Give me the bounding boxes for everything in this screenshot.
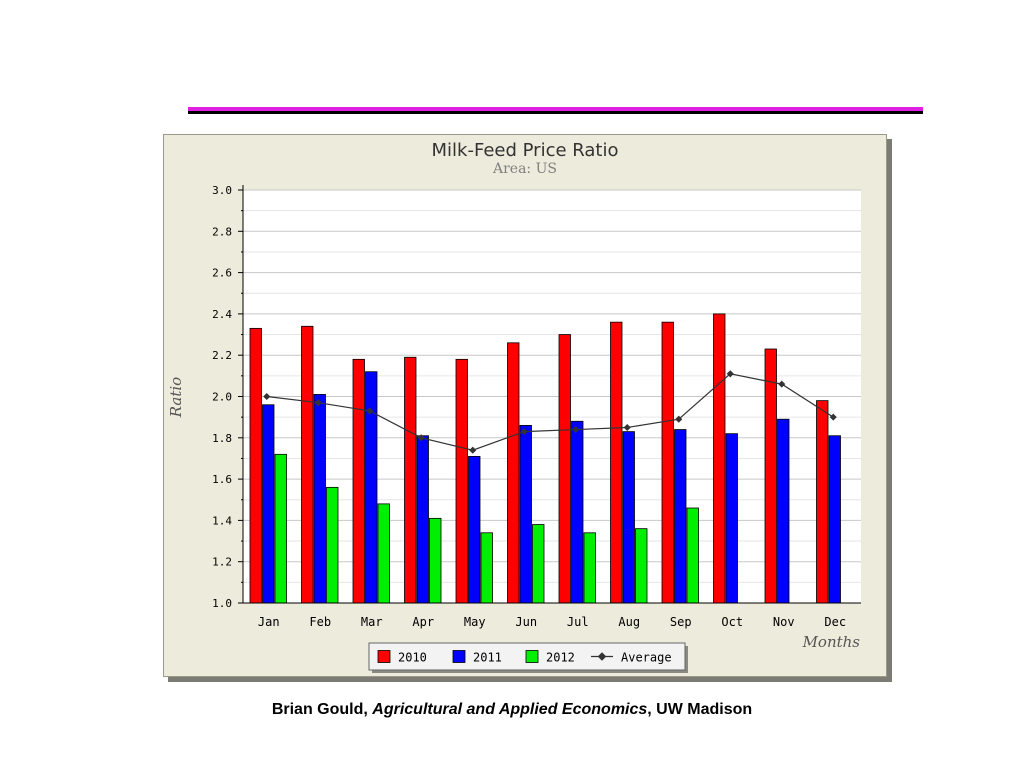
bar-2012-jan [274,453,287,604]
bar-2012-feb [326,486,339,604]
legend-label-2012: 2012 [546,651,575,665]
bar-2011-jul [571,420,584,604]
bar-2010-jul [558,334,571,604]
average-point-aug [623,423,631,432]
y-tick-label: 2.0 [212,391,232,404]
average-point-mar [366,407,374,415]
y-tick-label: 1.8 [212,432,232,445]
bar-2012-sep [686,507,699,604]
footer-author: Brian Gould, [271,701,373,718]
bar-2012-jun [532,524,545,604]
average-point-jan [263,392,271,401]
milk-feed-chart: Milk-Feed Price Ratio Area: US Ratio Mon… [167,140,861,673]
chart-subtitle: Area: US [492,161,557,177]
legend-label-2010: 2010 [398,651,427,665]
average-point-feb [314,399,322,407]
y-tick-label: 3.0 [212,184,232,197]
x-tick-label-apr: Apr [412,615,434,629]
chart-panel: Milk-Feed Price Ratio Area: US Ratio Mon… [163,134,887,677]
x-tick-label-jan: Jan [258,615,280,629]
bar-2011-jan [262,404,275,604]
y-tick-label: 2.6 [212,267,232,280]
footer-department: Agricultural and Applied Economics [372,701,648,718]
y-tick-label: 2.8 [212,225,232,238]
chart-title: Milk-Feed Price Ratio [432,140,619,161]
average-point-sep [675,415,683,423]
average-point-jul [572,426,580,434]
x-tick-label-mar: Mar [361,615,383,629]
bar-2010-nov [764,348,777,604]
average-point-may [469,446,477,454]
average-point-dec [829,413,837,421]
bar-2010-feb [301,325,314,604]
bar-2012-aug [635,528,648,604]
x-tick-label-oct: Oct [721,615,743,629]
bar-2012-may [480,532,493,604]
bar-2011-dec [828,435,841,604]
y-tick-label: 2.2 [212,349,232,362]
bar-2011-may [468,455,481,604]
bar-2010-jun [507,342,520,604]
bar-2010-apr [404,356,417,604]
bar-2010-mar [352,358,365,604]
average-point-nov [778,380,786,388]
bar-2010-jan [249,327,262,604]
bar-2010-dec [816,400,829,604]
footer-credit: Brian Gould, Agricultural and Applied Ec… [0,701,1024,719]
bar-2011-sep [674,429,687,604]
bar-2011-mar [365,371,378,604]
bar-2011-apr [416,435,429,604]
bar-2011-nov [777,418,790,604]
x-tick-label-may: May [464,615,486,629]
bar-2011-feb [313,394,326,604]
x-tick-label-sep: Sep [670,615,692,629]
average-point-apr [417,434,425,442]
bar-2010-sep [661,321,674,604]
y-tick-label: 1.6 [212,473,232,486]
bar-2011-aug [622,431,635,604]
bar-2011-oct [725,433,738,604]
legend-swatch-2011 [452,650,466,663]
average-line [266,373,834,451]
bar-2010-may [455,358,468,604]
y-tick-label: 1.4 [212,514,232,527]
y-tick-label: 1.0 [212,597,232,610]
bar-2012-apr [429,517,442,604]
bar-2012-mar [377,503,390,604]
average-point-jun [520,428,528,436]
bar-2012-jul [583,532,596,604]
average-point-oct [726,370,734,378]
y-tick-label: 2.4 [212,308,232,321]
x-tick-label-jun: Jun [515,615,537,629]
bar-2010-aug [610,321,623,604]
legend-label-average: Average [621,651,672,665]
bar-2010-oct [713,313,726,604]
y-tick-label: 1.2 [212,556,232,569]
y-axis-label: Ratio [167,377,185,418]
x-tick-label-jul: Jul [567,615,589,629]
legend-label-2011: 2011 [473,651,502,665]
header-rule [188,107,923,111]
legend-swatch-2010 [377,650,391,663]
legend-swatch-2012 [525,650,539,663]
x-axis-label: Months [802,633,861,651]
footer-institution: , UW Madison [647,701,753,718]
x-tick-label-feb: Feb [309,615,331,629]
bar-2011-jun [519,425,532,604]
x-tick-label-dec: Dec [824,615,846,629]
x-tick-label-aug: Aug [618,615,640,629]
x-tick-label-nov: Nov [773,615,795,629]
